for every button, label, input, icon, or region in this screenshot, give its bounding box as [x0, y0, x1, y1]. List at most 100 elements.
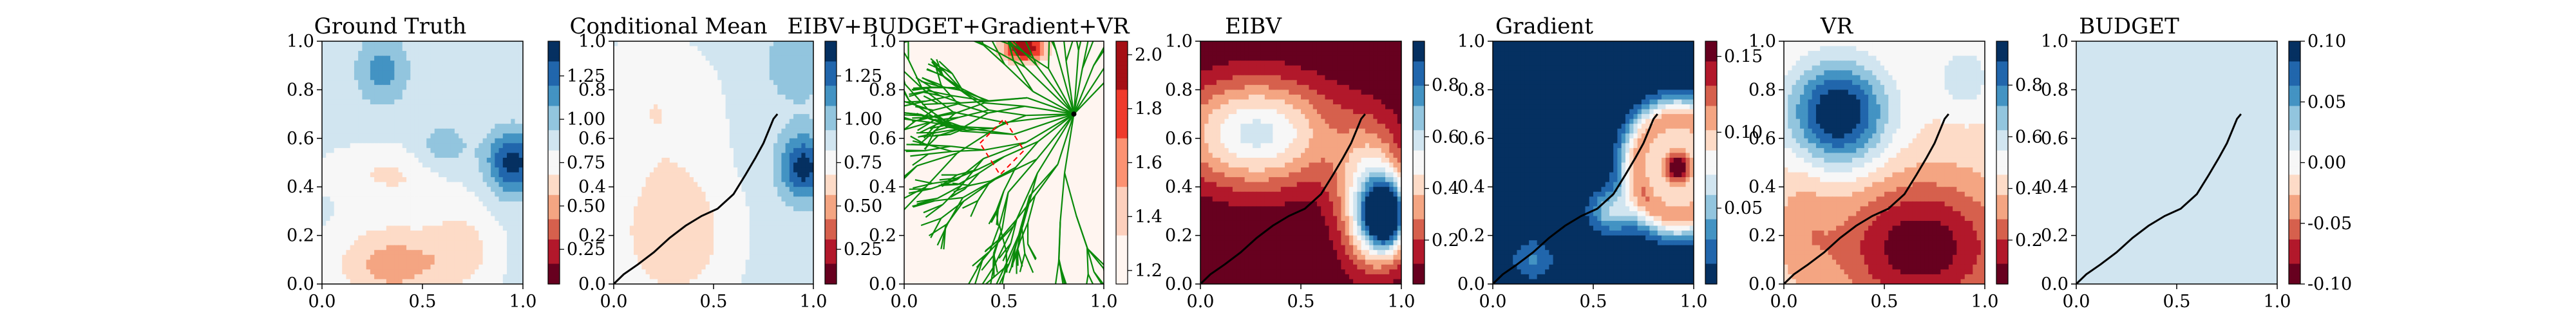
heatmap-cell — [414, 65, 419, 71]
heatmap-cell — [414, 177, 419, 183]
heatmap-cell — [398, 216, 403, 222]
heatmap-cell — [645, 90, 650, 95]
heatmap-cell — [793, 191, 798, 197]
heatmap-cell — [721, 153, 726, 158]
heatmap-cell — [334, 65, 339, 71]
heatmap-cell — [366, 104, 371, 110]
heatmap-cell — [426, 274, 431, 280]
heatmap-cell — [402, 80, 407, 86]
heatmap-cell — [777, 61, 782, 66]
heatmap-cell — [330, 177, 335, 183]
heatmap-cell — [769, 51, 774, 57]
heatmap-cell — [761, 172, 766, 178]
heatmap-cell — [654, 240, 658, 246]
heatmap-cell — [438, 46, 443, 52]
heatmap-cell — [470, 99, 475, 105]
heatmap-cell — [621, 94, 627, 100]
heatmap-cell — [785, 94, 790, 100]
heatmap-cell — [337, 201, 343, 207]
heatmap-cell — [618, 147, 622, 154]
heatmap-cell — [734, 104, 738, 110]
heatmap-cell — [466, 260, 471, 265]
heatmap-cell — [402, 177, 407, 183]
heatmap-cell — [729, 90, 734, 95]
heatmap-cell — [446, 250, 451, 256]
heatmap-cell — [658, 118, 662, 124]
heatmap-cell — [753, 206, 758, 212]
heatmap-cell — [681, 99, 687, 105]
heatmap-cell — [426, 147, 431, 154]
heatmap-cell — [805, 153, 810, 158]
heatmap-cell — [725, 143, 730, 149]
heatmap-cell — [697, 162, 702, 168]
heatmap-cell — [737, 172, 742, 178]
heatmap-cell — [454, 143, 459, 149]
heatmap-cell — [714, 177, 718, 183]
heatmap-cell — [654, 220, 658, 227]
heatmap-cell — [518, 216, 523, 222]
heatmap-cell — [694, 104, 698, 110]
heatmap-cell — [621, 260, 627, 265]
heatmap-cell — [681, 109, 687, 115]
heatmap-cell — [721, 225, 726, 231]
heatmap-cell — [689, 269, 694, 275]
heatmap-cell — [438, 191, 443, 197]
heatmap-cell — [737, 55, 742, 61]
heatmap-cell — [426, 124, 431, 129]
heatmap-cell — [785, 70, 790, 76]
heatmap-cell — [434, 216, 439, 222]
heatmap-cell — [378, 245, 383, 251]
heatmap-cell — [717, 114, 722, 120]
heatmap-cell — [709, 245, 714, 251]
heatmap-cell — [694, 196, 698, 202]
heatmap-cell — [366, 128, 371, 134]
heatmap-cell — [374, 220, 379, 227]
heatmap-cell — [645, 162, 650, 168]
heatmap-cell — [638, 167, 642, 173]
heatmap-cell — [334, 157, 339, 164]
heatmap-cell — [470, 201, 475, 207]
heatmap-cell — [769, 41, 774, 47]
heatmap-cell — [761, 90, 766, 95]
heatmap-cell — [697, 94, 702, 100]
heatmap-cell — [498, 225, 504, 231]
heatmap-cell — [641, 177, 647, 183]
heatmap-cell — [641, 109, 647, 115]
heatmap-cell — [629, 65, 634, 71]
heatmap-cell — [495, 99, 500, 105]
heatmap-cell — [677, 55, 682, 61]
heatmap-cell — [382, 231, 387, 236]
heatmap-cell — [638, 128, 642, 134]
heatmap-cell — [765, 46, 770, 52]
heatmap-cell — [342, 138, 347, 144]
heatmap-cell — [641, 41, 647, 47]
heatmap-cell — [454, 182, 459, 187]
heatmap-cell — [805, 235, 810, 241]
heatmap-cell — [374, 90, 379, 95]
heatmap-cell — [649, 216, 654, 222]
heatmap-cell — [714, 240, 718, 246]
heatmap-cell — [709, 231, 714, 236]
heatmap-cell — [729, 70, 734, 76]
heatmap-cell — [378, 167, 383, 173]
heatmap-cell — [805, 143, 810, 149]
heatmap-cell — [681, 196, 687, 202]
heatmap-cell — [486, 65, 491, 71]
heatmap-cell — [793, 201, 798, 207]
heatmap-cell — [734, 147, 738, 154]
heatmap-cell — [406, 182, 411, 187]
heatmap-cell — [638, 201, 642, 207]
heatmap-cell — [797, 75, 802, 80]
heatmap-cell — [725, 133, 730, 139]
heatmap-cell — [398, 104, 403, 110]
heatmap-cell — [789, 109, 794, 115]
heatmap-cell — [729, 191, 734, 197]
heatmap-cell — [434, 187, 439, 193]
heatmap-cell — [466, 231, 471, 236]
heatmap-cell — [337, 99, 343, 105]
heatmap-cell — [793, 51, 798, 57]
heatmap-cell — [466, 172, 471, 178]
heatmap-cell — [390, 75, 395, 80]
heatmap-cell — [366, 157, 371, 164]
heatmap-cell — [486, 196, 491, 202]
